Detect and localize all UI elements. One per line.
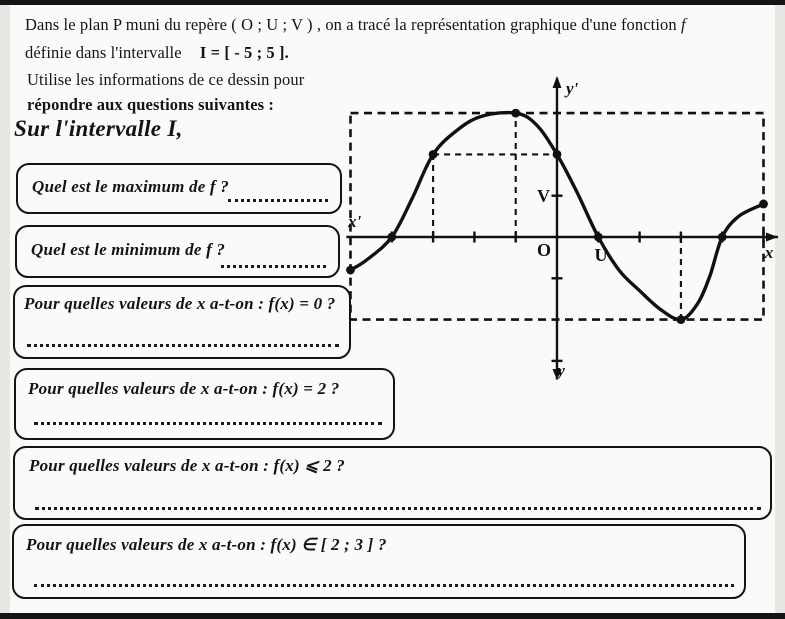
question-box-fx-egal-0: Pour quelles valeurs de x a-t-on : f(x) … (13, 285, 351, 359)
question-label: Pour quelles valeurs de x a-t-on : f(x) … (24, 294, 336, 313)
answer-line-fx-inf-2[interactable] (35, 501, 761, 510)
intro-line-1-text: Dans le plan P muni du repère ( O ; U ; … (25, 15, 677, 34)
paper-sheet: Dans le plan P muni du repère ( O ; U ; … (10, 5, 778, 613)
y-axis-down-arrow-icon (552, 369, 562, 380)
question-label: Quel est le minimum de f ? (31, 240, 226, 259)
chart-layer (346, 77, 778, 376)
curve-point-dot (511, 108, 521, 118)
question-box-maximum: Quel est le maximum de f ? (16, 163, 342, 214)
y-axis-label: y (555, 361, 565, 380)
intro-line-4: répondre aux questions suivantes : (27, 95, 274, 114)
curve-point-dot (552, 150, 562, 159)
question-box-minimum: Quel est le minimum de f ? (15, 225, 340, 278)
function-name: f (680, 15, 686, 34)
question-label: Pour quelles valeurs de x a-t-on : f(x) … (26, 535, 387, 554)
curve-point-dot (717, 232, 727, 242)
curve-point-dot (428, 150, 438, 159)
answer-line-fx-egal-2[interactable] (34, 416, 382, 425)
question-box-fx-inf-2: Pour quelles valeurs de x a-t-on : f(x) … (13, 446, 772, 520)
curve-point-dot (676, 315, 686, 324)
intro-line-3: Utilise les informations de ce dessin po… (27, 70, 305, 89)
interval-definition: I = [ - 5 ; 5 ]. (199, 43, 289, 62)
curve-point-dot (759, 199, 768, 209)
x-axis-label: x (764, 243, 774, 262)
answer-line-minimum[interactable] (221, 259, 326, 268)
section-subtitle: Sur l'intervalle I, (14, 116, 183, 141)
question-box-fx-dans-2-3: Pour quelles valeurs de x a-t-on : f(x) … (12, 524, 746, 599)
question-label: Quel est le maximum de f ? (32, 177, 229, 196)
function-curve (348, 110, 766, 322)
y-prime-axis-label: y' (564, 79, 579, 98)
unit-u-label: U (595, 245, 608, 265)
intro-line-2-text: définie dans l'intervalle (25, 43, 182, 62)
intro-line-1: Dans le plan P muni du repère ( O ; U ; … (25, 15, 686, 35)
answer-line-maximum[interactable] (228, 193, 328, 202)
x-prime-axis-label: x' (347, 212, 362, 231)
curve-point-dot (387, 232, 397, 242)
curve-point-dot (593, 232, 603, 242)
function-graph: y' y x' x O U V (346, 76, 778, 380)
question-label: Pour quelles valeurs de x a-t-on : f(x) … (28, 379, 340, 398)
answer-line-fx-dans-2-3[interactable] (34, 578, 734, 587)
unit-v-label: V (537, 186, 550, 206)
answer-line-fx-egal-0[interactable] (27, 338, 339, 347)
y-axis-up-arrow-icon (552, 76, 562, 88)
origin-label: O (537, 240, 551, 260)
curve-point-dot (346, 265, 355, 275)
question-label: Pour quelles valeurs de x a-t-on : f(x) … (29, 456, 345, 475)
intro-line-2: définie dans l'intervalle I = [ - 5 ; 5 … (25, 43, 289, 63)
x-axis-arrow-icon (766, 232, 778, 242)
question-box-fx-egal-2: Pour quelles valeurs de x a-t-on : f(x) … (14, 368, 395, 440)
